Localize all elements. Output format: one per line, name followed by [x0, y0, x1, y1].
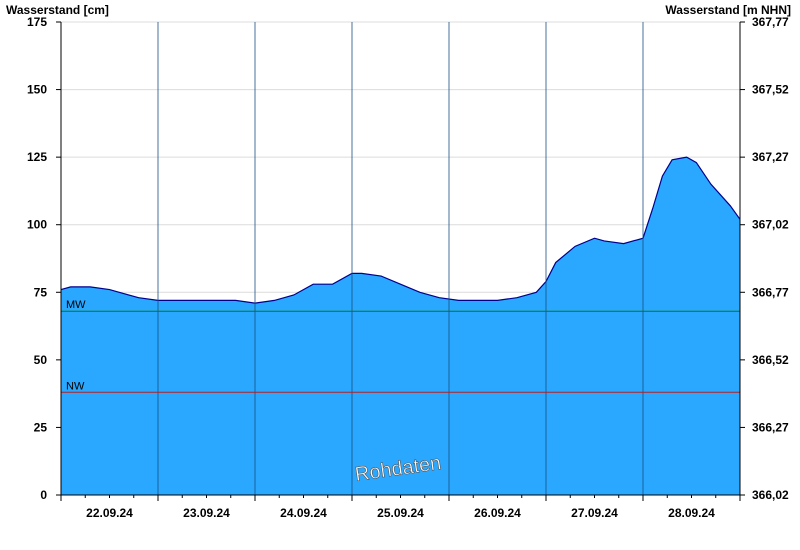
- date-label: 28.09.24: [668, 506, 715, 520]
- right-tick-label: 367,27: [752, 150, 789, 164]
- water-level-area: [61, 157, 740, 495]
- reference-label-mw: MW: [66, 299, 86, 311]
- left-tick-label: 100: [27, 218, 47, 232]
- right-tick-label: 366,52: [752, 353, 789, 367]
- reference-label-nw: NW: [66, 380, 85, 392]
- left-tick-label: 125: [27, 150, 47, 164]
- water-level-line: [60, 156, 741, 304]
- right-tick-label: 367,52: [752, 83, 789, 97]
- date-label: 22.09.24: [86, 506, 133, 520]
- left-tick-label: 150: [27, 83, 47, 97]
- left-tick-label: 175: [27, 15, 47, 29]
- left-tick-label: 25: [34, 420, 48, 434]
- right-tick-label: 367,77: [752, 15, 789, 29]
- day-separators: [157, 22, 644, 495]
- right-tick-label: 366,27: [752, 420, 789, 434]
- date-label: 27.09.24: [571, 506, 618, 520]
- right-tick-label: 366,77: [752, 285, 789, 299]
- date-label: 25.09.24: [377, 506, 424, 520]
- date-label: 26.09.24: [474, 506, 521, 520]
- reference-lines: MW NW: [61, 299, 740, 393]
- right-tick-label: 367,02: [752, 218, 789, 232]
- right-axis-title: Wasserstand [m NHN]: [665, 3, 791, 17]
- left-tick-label: 0: [40, 488, 47, 502]
- right-tick-label: 366,02: [752, 488, 789, 502]
- left-tick-label: 75: [34, 285, 48, 299]
- left-axis-title: Wasserstand [cm]: [6, 3, 109, 17]
- axes-layer: [56, 21, 745, 501]
- date-label: 23.09.24: [183, 506, 230, 520]
- date-label: 24.09.24: [280, 506, 327, 520]
- area-layer: [60, 156, 741, 495]
- left-tick-label: 50: [34, 353, 48, 367]
